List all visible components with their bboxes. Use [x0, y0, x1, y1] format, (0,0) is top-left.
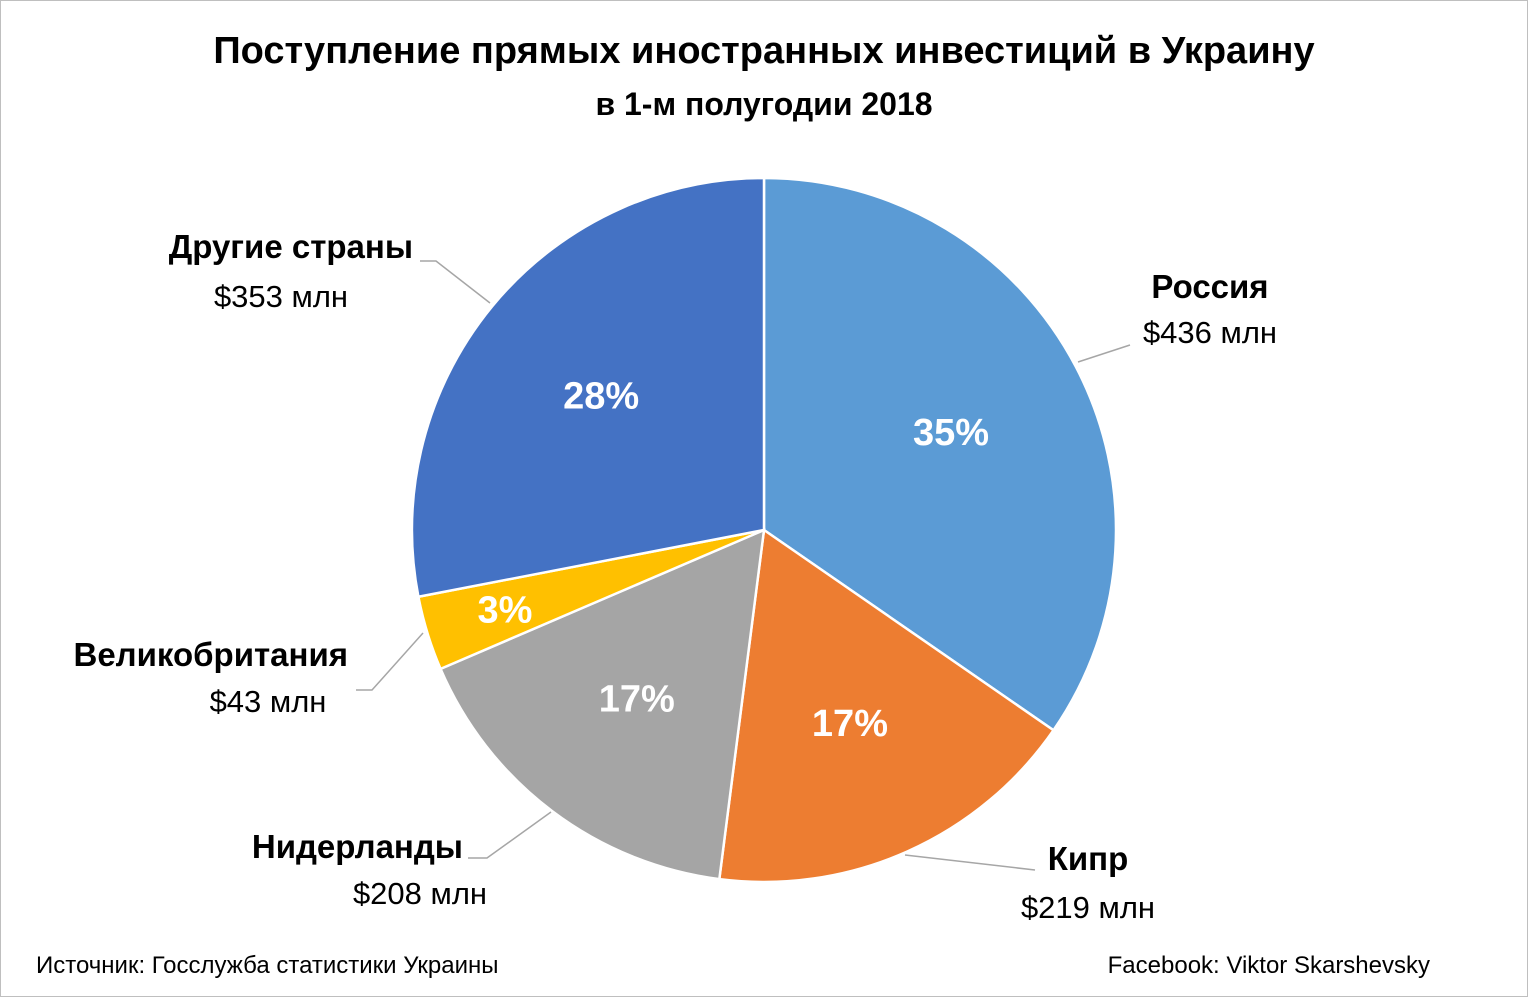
category-label: Нидерланды: [252, 828, 463, 865]
percent-label: 35%: [913, 412, 989, 454]
percent-label: 3%: [477, 590, 532, 632]
percent-label: 17%: [812, 703, 888, 745]
leader-line: [420, 260, 491, 304]
category-label: Другие страны: [169, 228, 413, 265]
value-label: $219 млн: [1021, 890, 1155, 925]
author-note: Facebook: Viktor Skarshevsky: [1107, 952, 1430, 979]
leader-line: [1077, 344, 1131, 363]
value-label: $208 млн: [353, 876, 487, 911]
leader-line: [468, 811, 552, 859]
chart-title: Поступление прямых иностранных инвестици…: [213, 30, 1315, 72]
chart-subtitle: в 1-м полугодии 2018: [595, 86, 933, 122]
pie-slice-1: [717, 527, 1056, 884]
pie-slices: [410, 176, 1118, 884]
percent-label: 17%: [599, 679, 675, 721]
percent-labels: 35% 17% 17% 3% 28%: [477, 376, 989, 745]
source-note: Источник: Госслужба статистики Украины: [36, 952, 499, 979]
leader-line: [904, 854, 1036, 871]
pie-slice-2: [438, 527, 766, 881]
category-label: Россия: [1151, 268, 1268, 305]
leader-line: [356, 632, 424, 691]
pie-slice-0: [762, 176, 1118, 732]
category-label: Кипр: [1048, 840, 1129, 877]
pie-slice-4: [410, 176, 766, 599]
percent-label: 28%: [563, 376, 639, 418]
value-label: $43 млн: [210, 684, 327, 719]
value-label: $436 млн: [1143, 315, 1277, 350]
category-label: Великобритания: [74, 636, 349, 673]
outside-labels: Россия $436 млн Кипр $219 млн Нидерланды $208…: [74, 228, 1278, 925]
value-label: $353 млн: [214, 279, 348, 314]
leader-lines: [356, 260, 1131, 871]
